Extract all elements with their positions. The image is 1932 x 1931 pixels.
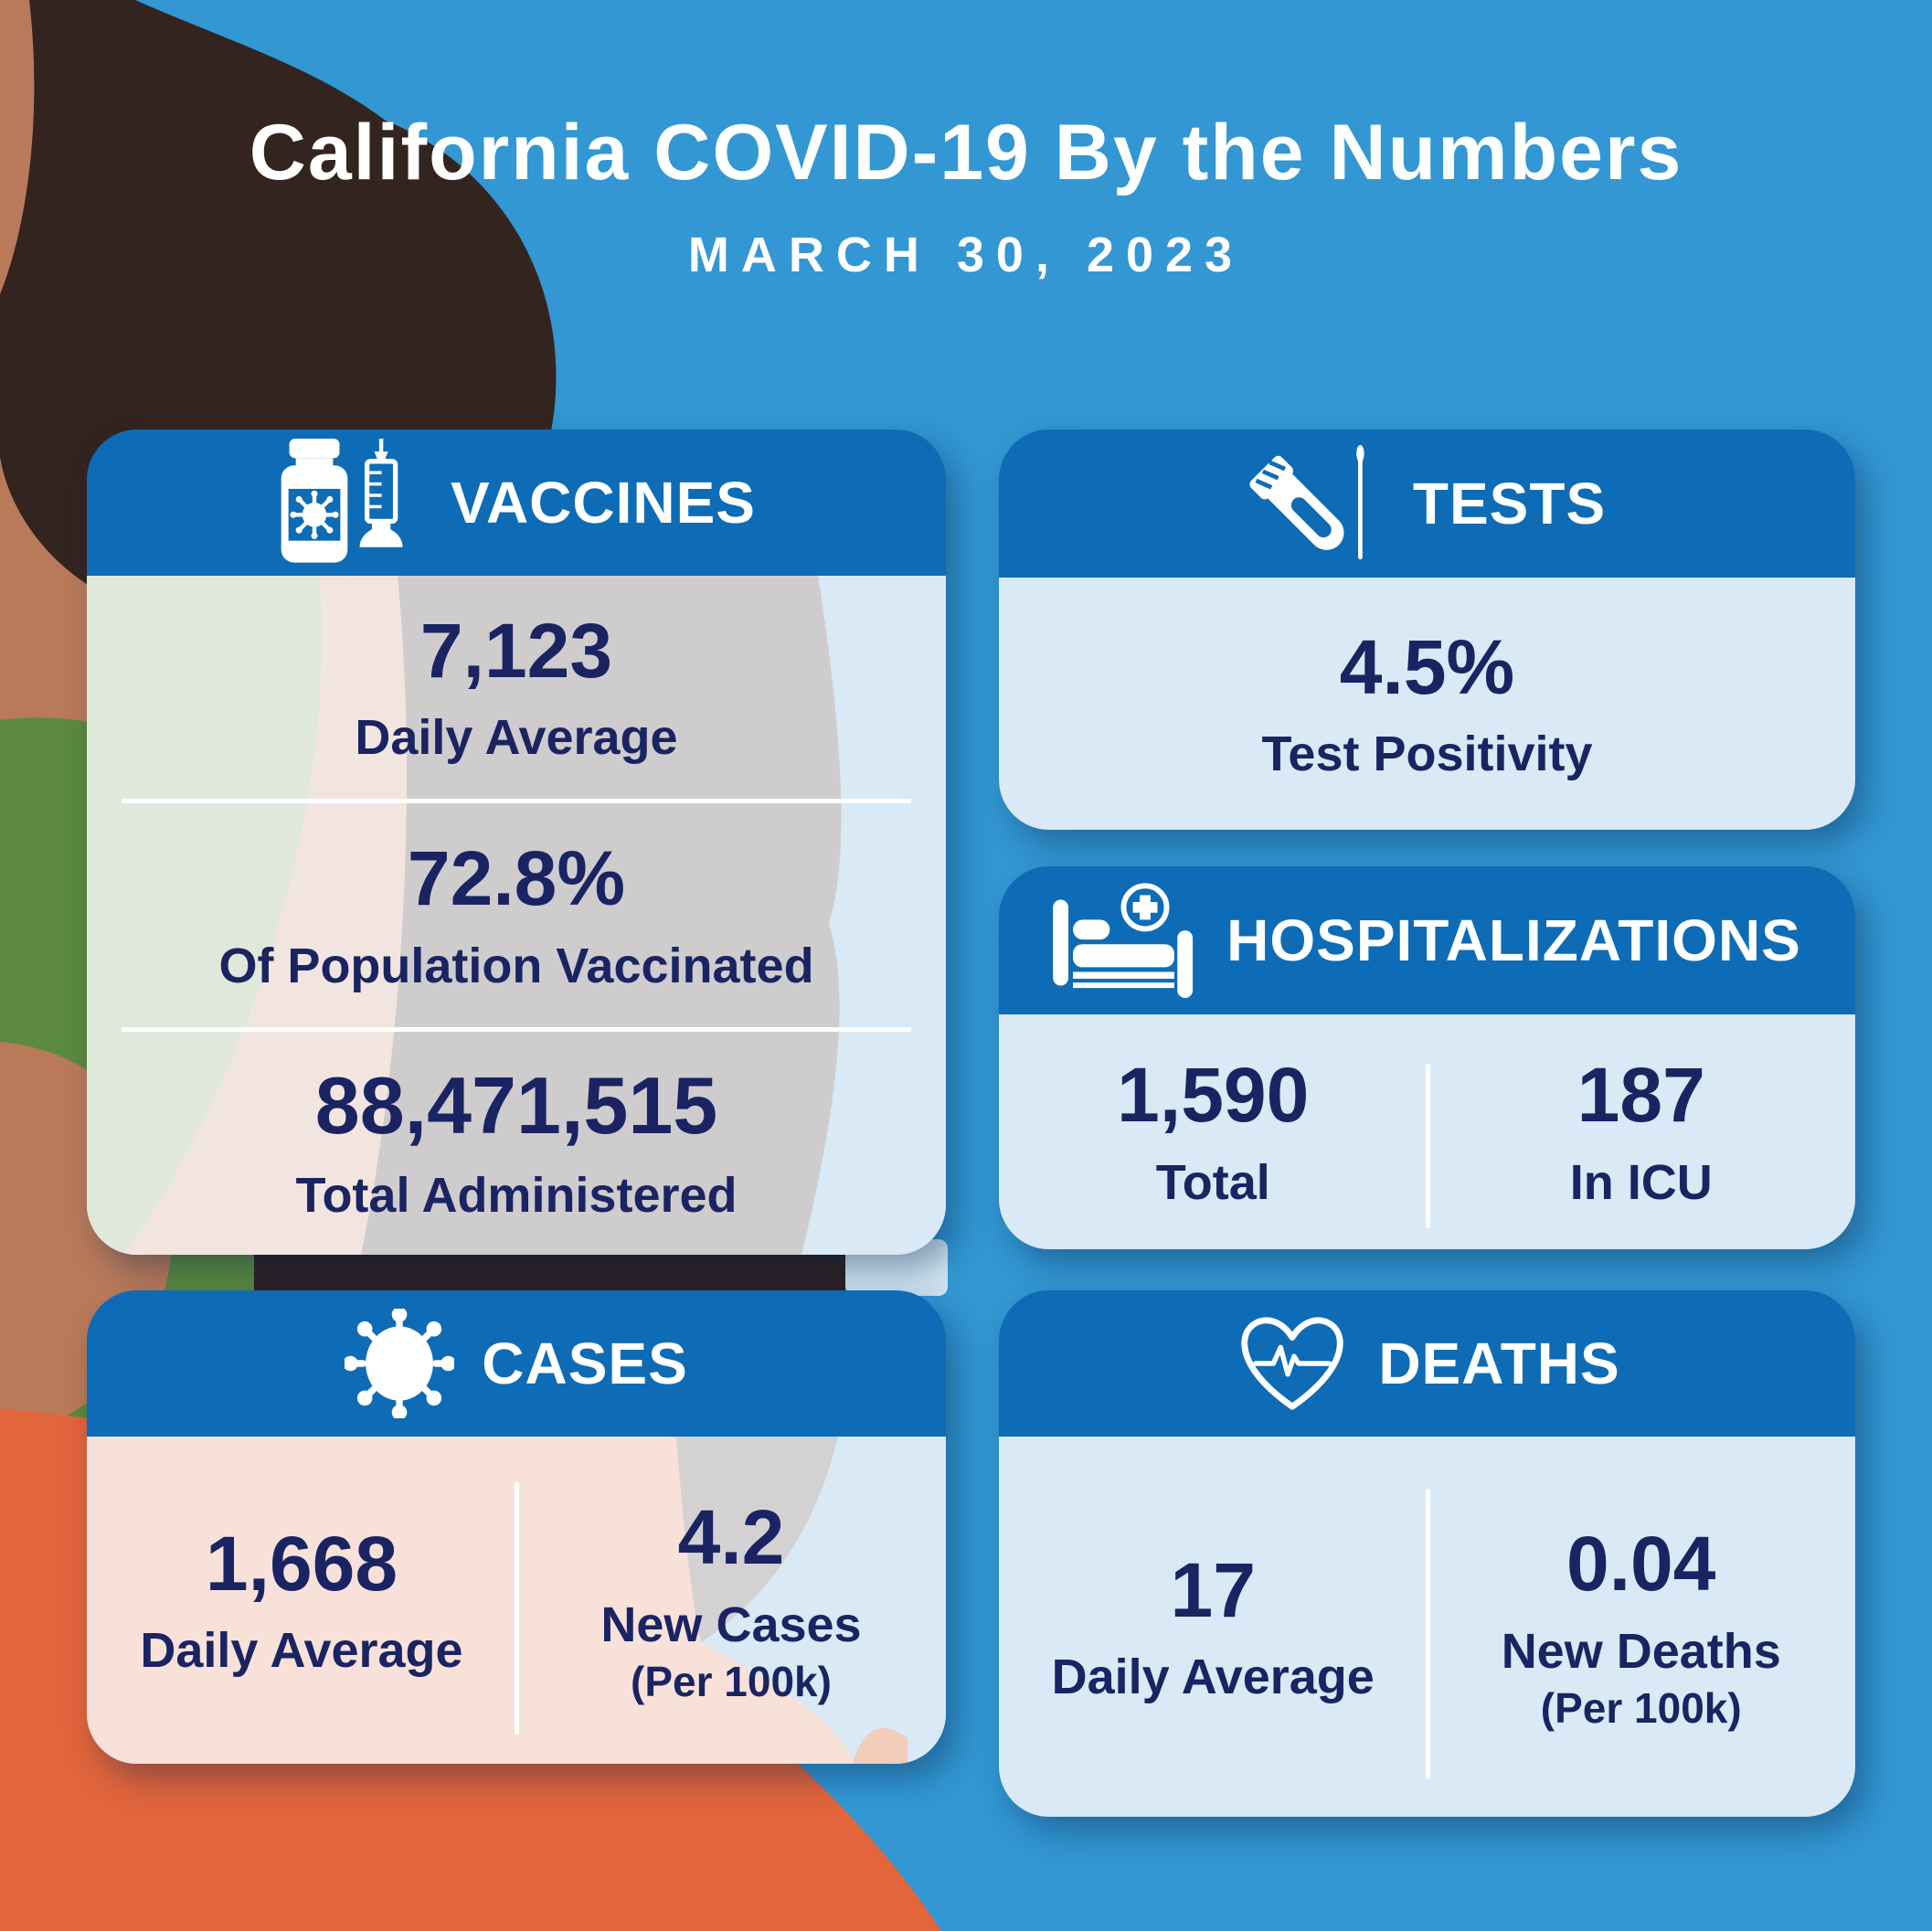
vaccines-body-background-wash xyxy=(87,576,946,1255)
vaccines-population-stat: 72.8% Of Population Vaccinated xyxy=(87,803,946,1026)
hospitalizations-card-title: HOSPITALIZATIONS xyxy=(1226,907,1801,973)
tests-positivity-label: Test Positivity xyxy=(1261,727,1593,782)
hospitalizations-card-header: HOSPITALIZATIONS xyxy=(999,866,1855,1014)
deaths-new-deaths-label: New Deaths xyxy=(1501,1623,1781,1679)
hospitalizations-total-label: Total xyxy=(1155,1154,1270,1210)
virus-icon xyxy=(345,1309,455,1418)
cases-card: CASES 1,668 Daily Average 4.2 New Cases … xyxy=(87,1290,946,1764)
vaccines-total-stat: 88,471,515 Total Administered xyxy=(87,1032,946,1255)
cases-daily-average-label: Daily Average xyxy=(140,1623,463,1679)
tests-card-title: TESTS xyxy=(1412,471,1607,536)
divider xyxy=(515,1482,519,1735)
vaccines-card-title: VACCINES xyxy=(451,470,756,536)
deaths-card-body: 17 Daily Average 0.04 New Deaths (Per 10… xyxy=(999,1437,1855,1817)
page-title: California COVID-19 By the Numbers xyxy=(249,109,1683,196)
hospitalizations-total-stat: 1,590 Total xyxy=(999,1014,1428,1249)
cases-card-body: 1,668 Daily Average 4.2 New Cases (Per 1… xyxy=(87,1437,946,1764)
deaths-daily-average-label: Daily Average xyxy=(1051,1650,1375,1705)
vaccines-daily-average-label: Daily Average xyxy=(355,710,678,766)
deaths-card-header: DEATHS xyxy=(999,1290,1855,1437)
hospital-bed-icon xyxy=(1053,883,1199,998)
hospitalizations-icu-label: In ICU xyxy=(1569,1154,1713,1210)
hospitalizations-icu-stat: 187 In ICU xyxy=(1428,1014,1856,1249)
deaths-daily-average-stat: 17 Daily Average xyxy=(999,1437,1428,1817)
deaths-card-title: DEATHS xyxy=(1378,1331,1620,1396)
hospitalizations-card: HOSPITALIZATIONS 1,590 Total 187 In ICU xyxy=(999,866,1855,1249)
hospitalizations-icu-value: 187 xyxy=(1576,1052,1705,1139)
tests-card-header: TESTS xyxy=(999,430,1855,578)
deaths-new-deaths-sublabel: (Per 100k) xyxy=(1540,1683,1742,1732)
vaccines-total-value: 88,471,515 xyxy=(314,1060,718,1151)
test-tube-and-swab-icon xyxy=(1248,445,1385,562)
cases-daily-average-stat: 1,668 Daily Average xyxy=(87,1437,516,1764)
divider xyxy=(1425,1490,1430,1779)
hospitalizations-total-value: 1,590 xyxy=(1117,1052,1310,1139)
vaccine-vial-and-syringe-icon xyxy=(277,439,423,567)
vaccines-daily-average-stat: 7,123 Daily Average xyxy=(87,576,946,799)
vaccines-population-label: Of Population Vaccinated xyxy=(218,938,814,993)
vaccines-daily-average-value: 7,123 xyxy=(419,607,613,694)
tests-card-body: 4.5% Test Positivity xyxy=(999,578,1855,830)
vaccines-card-header: VACCINES xyxy=(87,430,946,576)
cases-daily-average-value: 1,668 xyxy=(205,1520,398,1607)
page-date: MARCH 30, 2023 xyxy=(687,228,1245,282)
vaccines-card-body: 7,123 Daily Average 72.8% Of Population … xyxy=(87,576,946,1255)
hospitalizations-card-body: 1,590 Total 187 In ICU xyxy=(999,1014,1855,1249)
vaccines-population-value: 72.8% xyxy=(407,835,626,922)
divider xyxy=(122,1026,911,1032)
cases-card-header: CASES xyxy=(87,1290,946,1437)
deaths-new-deaths-value: 0.04 xyxy=(1566,1521,1716,1607)
divider xyxy=(122,799,911,804)
tests-positivity-stat: 4.5% Test Positivity xyxy=(999,578,1855,830)
deaths-daily-average-value: 17 xyxy=(1170,1546,1256,1633)
cases-new-cases-sublabel: (Per 100k) xyxy=(631,1657,832,1705)
cases-new-cases-value: 4.2 xyxy=(677,1494,785,1581)
deaths-card: DEATHS 17 Daily Average 0.04 New Deaths … xyxy=(999,1290,1855,1817)
vaccines-total-label: Total Administered xyxy=(295,1168,738,1224)
divider xyxy=(1425,1063,1430,1228)
cases-card-title: CASES xyxy=(482,1331,688,1396)
tests-card: TESTS 4.5% Test Positivity xyxy=(999,430,1855,830)
cases-new-cases-stat: 4.2 New Cases (Per 100k) xyxy=(516,1437,946,1764)
deaths-new-deaths-stat: 0.04 New Deaths (Per 100k) xyxy=(1428,1437,1856,1817)
cases-new-cases-label: New Cases xyxy=(600,1597,862,1652)
tests-positivity-value: 4.5% xyxy=(1339,623,1515,710)
heart-pulse-icon xyxy=(1234,1310,1351,1417)
vaccines-card: VACCINES 7,123 Daily Average 72.8% Of Po… xyxy=(87,430,946,1255)
